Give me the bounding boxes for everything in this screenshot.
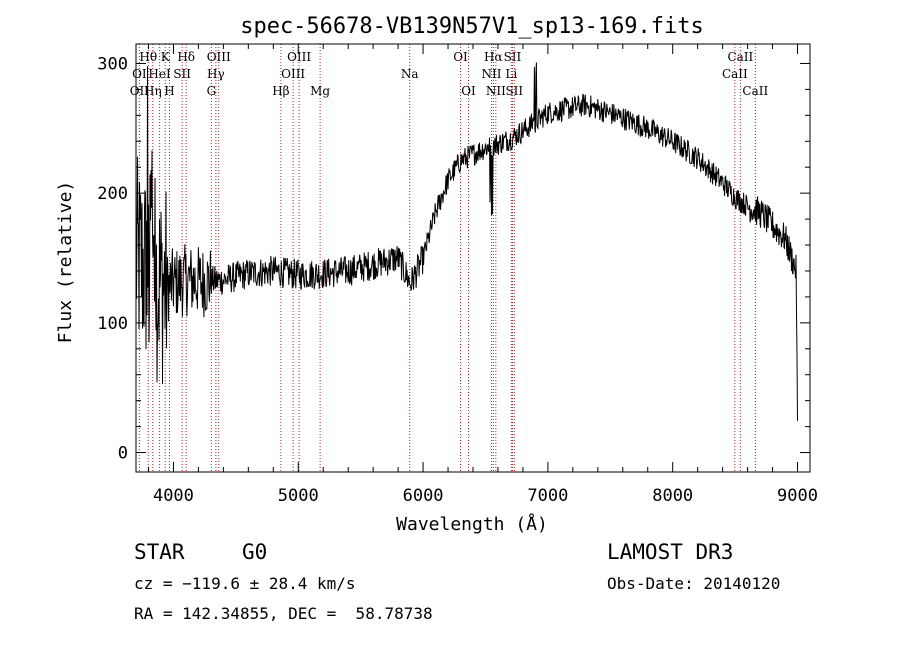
line-label: H	[164, 84, 174, 98]
x-tick-label: 4000	[153, 486, 194, 506]
x-tick-label: 8000	[652, 486, 693, 506]
y-tick-label: 300	[97, 54, 128, 74]
object-subclass: G0	[242, 540, 268, 564]
line-label: OIII	[287, 50, 311, 64]
line-label: OI	[461, 84, 476, 98]
line-label: CaII	[727, 50, 753, 64]
line-label: OII	[130, 84, 150, 98]
line-label: OIII	[207, 50, 231, 64]
line-label: Hδ	[177, 50, 195, 64]
line-label: G	[207, 84, 217, 98]
line-label: HeI	[148, 67, 171, 81]
line-label: Mg	[310, 84, 330, 98]
line-label: SII	[173, 67, 191, 81]
x-tick-label: 6000	[403, 486, 444, 506]
line-label: OIII	[281, 67, 305, 81]
survey-label: LAMOST DR3	[607, 540, 734, 564]
x-axis-label: Wavelength (Å)	[396, 513, 548, 535]
y-axis: 0 100 200 300	[97, 54, 810, 464]
x-tick-label: 5000	[278, 486, 319, 506]
line-label: OI	[132, 67, 147, 81]
line-label: Hα	[484, 50, 503, 64]
y-tick-label: 200	[97, 184, 128, 204]
coordinates: RA = 142.34855, DEC = 58.78738	[134, 604, 433, 623]
line-label: Hβ	[272, 84, 289, 98]
line-label: CaII	[742, 84, 768, 98]
redshift-velocity: cz = −119.6 ± 28.4 km/s	[134, 574, 356, 593]
line-label: CaII	[722, 67, 748, 81]
observation-date: Obs-Date: 20140120	[607, 574, 781, 593]
line-label: SII	[505, 84, 523, 98]
x-tick-label: 9000	[777, 486, 818, 506]
x-axis: 4000 5000 6000 7000 8000 9000	[147, 44, 818, 506]
line-label: Na	[401, 67, 419, 81]
object-class: STAR	[134, 540, 185, 564]
line-label: NII	[481, 67, 501, 81]
line-label: Hθ	[139, 50, 157, 64]
plot-frame	[135, 43, 811, 473]
line-label: OI	[453, 50, 468, 64]
line-label: K	[161, 50, 171, 64]
line-label: Hγ	[207, 67, 225, 81]
y-tick-label: 0	[118, 444, 128, 464]
spectrum-line	[135, 62, 798, 421]
line-label: Li	[505, 67, 517, 81]
y-tick-label: 100	[97, 314, 128, 334]
spectral-line-markers	[138, 44, 756, 472]
y-axis-label: Flux (relative)	[55, 181, 76, 344]
line-label: NII	[486, 84, 506, 98]
line-label: SII	[504, 50, 522, 64]
x-tick-label: 7000	[527, 486, 568, 506]
line-label: Hη	[144, 84, 162, 98]
chart-title: spec-56678-VB139N57V1_sp13-169.fits	[240, 14, 704, 39]
